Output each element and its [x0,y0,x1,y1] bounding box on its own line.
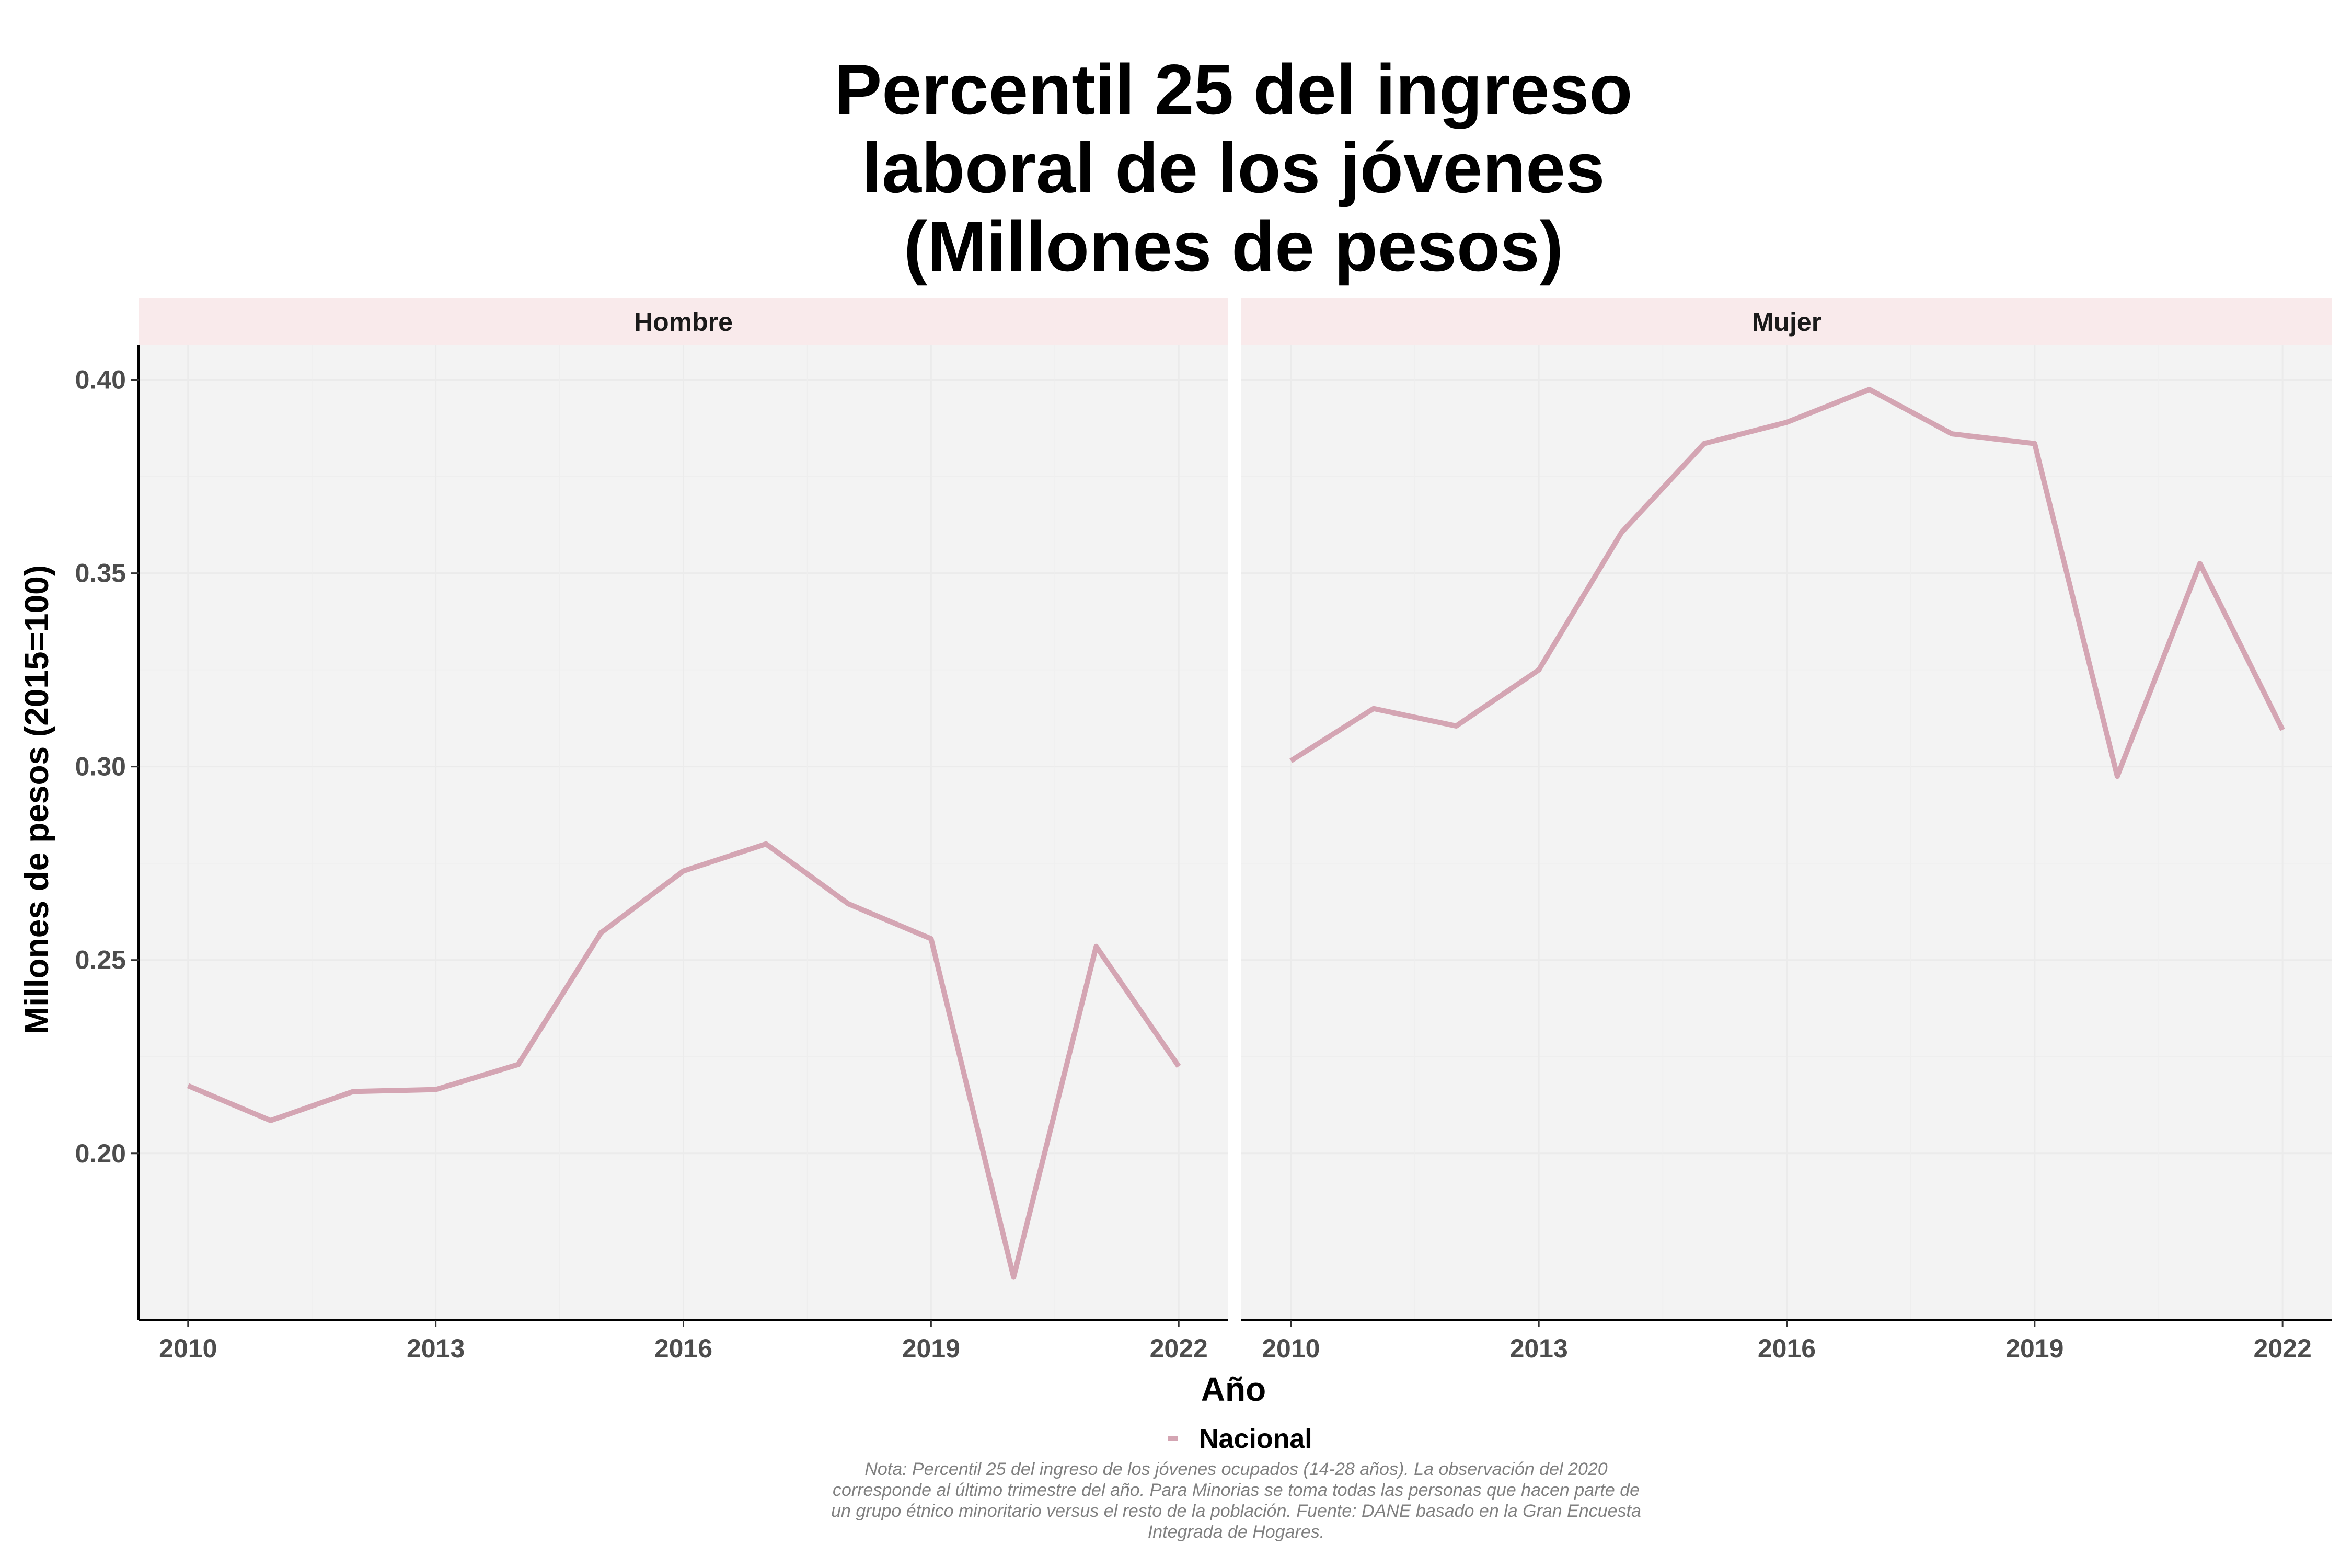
x-axis-title: Año [1201,1370,1266,1408]
note-line: Nota: Percentil 25 del ingreso de los jó… [864,1459,1607,1479]
chart-title: Percentil 25 del ingreso laboral de los … [835,50,1633,286]
chart-title-line: laboral de los jóvenes [862,128,1605,207]
facet-label-hombre: Hombre [634,307,733,337]
x-tick-label: 2013 [407,1334,465,1363]
x-tick-label: 2013 [1510,1334,1568,1363]
series-line-nacional-hombre [187,841,1181,1280]
facet-label-mujer: Mujer [1752,307,1821,337]
facet-strip-mujer [1241,298,2332,345]
chart-title-line: (Millones de pesos) [904,206,1563,286]
legend-label-nacional: Nacional [1199,1424,1312,1454]
note-line: Integrada de Hogares. [1148,1522,1324,1542]
panel-mujer: Mujer 2010 2013 2016 2019 2022 [1241,298,2332,1363]
caption-note: Nota: Percentil 25 del ingreso de los jó… [831,1459,1641,1542]
x-tick-label: 2019 [2005,1334,2063,1363]
x-tick-label: 2022 [2254,1334,2312,1363]
facet-strip-hombre [139,298,1228,345]
x-tick-label: 2010 [1262,1334,1320,1363]
x-tick-label: 2019 [902,1334,960,1363]
y-tick-label: 0.35 [75,559,126,588]
panel-hombre: Hombre 0.20 0.25 0.30 0.35 0.40 2010 2013 2016 20… [75,298,1228,1363]
y-axis-title: Millones de pesos (2015=100) [18,565,55,1034]
note-line: un grupo étnico minoritario versus el re… [831,1501,1641,1521]
x-tick-label: 2010 [159,1334,217,1363]
x-tick-label: 2016 [1758,1334,1816,1363]
legend: Nacional [1168,1424,1312,1454]
series-line-nacional-mujer [1289,387,2285,779]
y-tick-label: 0.20 [75,1139,126,1168]
note-line: corresponde al último trimestre del año.… [833,1480,1640,1500]
facet-panels: Hombre 0.20 0.25 0.30 0.35 0.40 2010 2013 2016 20… [75,298,2332,1363]
y-tick-label: 0.25 [75,946,126,975]
x-tick-label: 2022 [1150,1334,1208,1363]
chart-title-line: Percentil 25 del ingreso [835,50,1633,129]
x-tick-label: 2016 [654,1334,712,1363]
y-tick-label: 0.30 [75,752,126,781]
y-tick-label: 0.40 [75,365,126,395]
